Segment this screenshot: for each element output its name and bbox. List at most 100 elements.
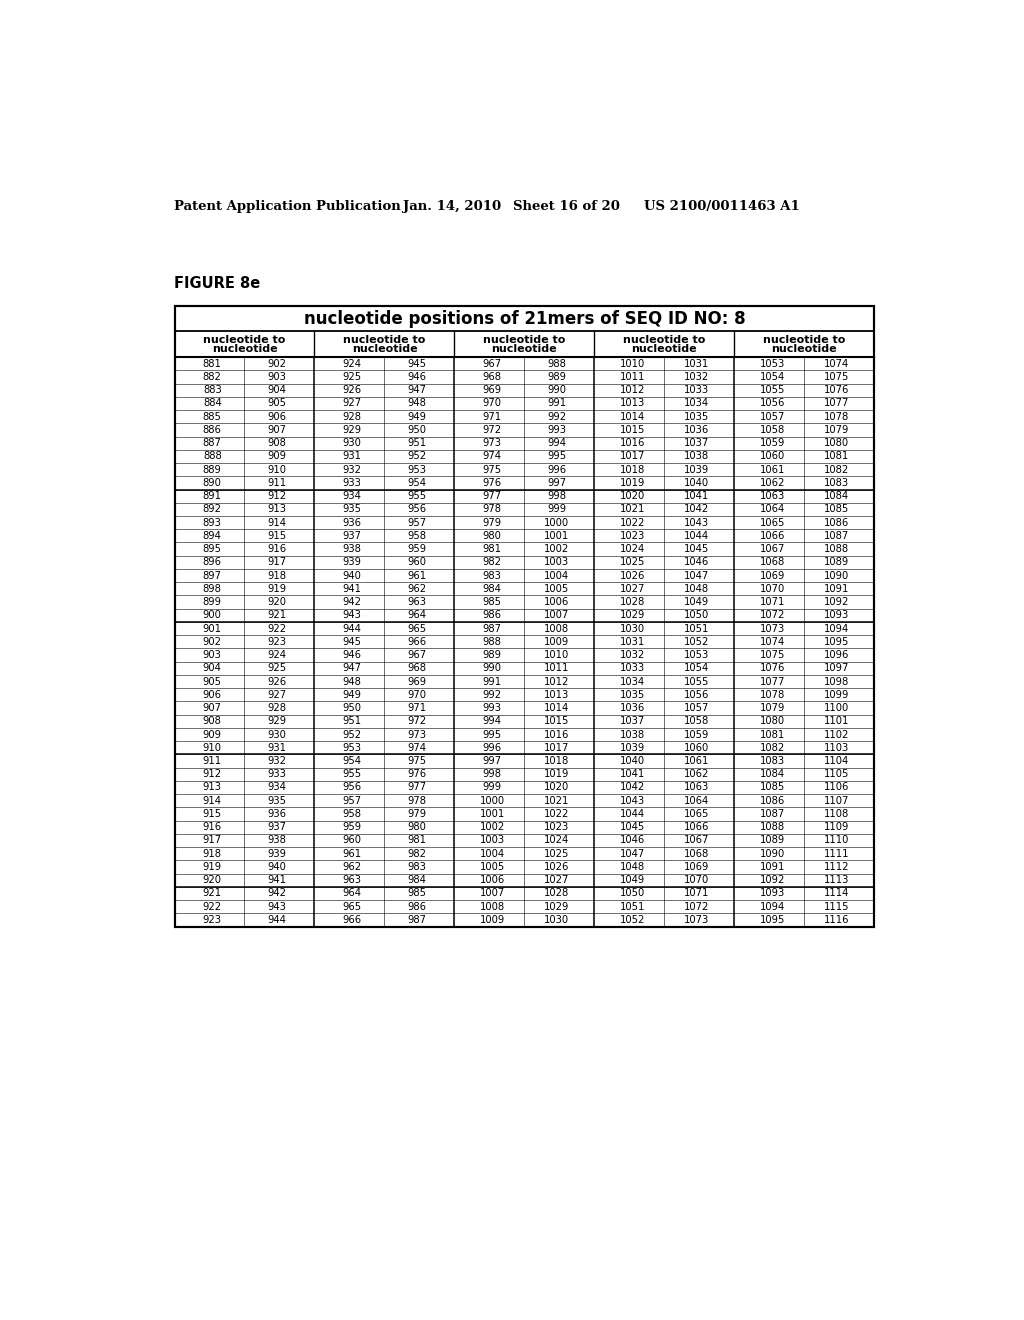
Text: 888: 888 — [203, 451, 221, 462]
Text: 1107: 1107 — [824, 796, 849, 805]
Text: 996: 996 — [547, 465, 566, 475]
Text: 1030: 1030 — [620, 623, 645, 634]
Text: 1072: 1072 — [684, 902, 710, 912]
Text: 1078: 1078 — [760, 690, 784, 700]
Text: 1072: 1072 — [760, 610, 784, 620]
Text: 1005: 1005 — [479, 862, 505, 873]
Text: 1016: 1016 — [544, 730, 569, 739]
Text: 931: 931 — [343, 451, 361, 462]
Text: 939: 939 — [343, 557, 361, 568]
Text: 883: 883 — [203, 385, 221, 395]
Text: 1023: 1023 — [544, 822, 569, 832]
Text: 937: 937 — [343, 531, 361, 541]
Text: 1016: 1016 — [620, 438, 645, 449]
Text: nucleotide positions of 21mers of SEQ ID NO: 8: nucleotide positions of 21mers of SEQ ID… — [303, 310, 745, 327]
Text: 1095: 1095 — [760, 915, 784, 925]
Text: 980: 980 — [482, 531, 502, 541]
Text: 938: 938 — [267, 836, 286, 846]
Text: 948: 948 — [343, 677, 361, 686]
Text: 1096: 1096 — [824, 649, 849, 660]
Text: 993: 993 — [482, 704, 502, 713]
Text: 915: 915 — [267, 531, 287, 541]
Text: 1044: 1044 — [684, 531, 710, 541]
Text: 1009: 1009 — [479, 915, 505, 925]
Text: 972: 972 — [482, 425, 502, 434]
Text: 1035: 1035 — [684, 412, 710, 421]
Text: 885: 885 — [203, 412, 222, 421]
Text: 1086: 1086 — [824, 517, 849, 528]
Text: nucleotide: nucleotide — [771, 345, 838, 354]
Text: 1060: 1060 — [684, 743, 710, 752]
Text: 1010: 1010 — [620, 359, 645, 368]
Text: 1066: 1066 — [760, 531, 784, 541]
Text: 998: 998 — [547, 491, 566, 502]
Text: 1059: 1059 — [760, 438, 784, 449]
Text: 1008: 1008 — [544, 623, 569, 634]
Text: 947: 947 — [343, 663, 361, 673]
Text: 1039: 1039 — [620, 743, 645, 752]
Text: 959: 959 — [343, 822, 361, 832]
Text: 1054: 1054 — [684, 663, 710, 673]
Text: 1050: 1050 — [684, 610, 710, 620]
Bar — [174, 306, 874, 927]
Text: 1091: 1091 — [824, 583, 849, 594]
Text: 896: 896 — [203, 557, 222, 568]
Text: 1103: 1103 — [824, 743, 849, 752]
Text: 922: 922 — [267, 623, 287, 634]
Text: 897: 897 — [203, 570, 222, 581]
Text: 1031: 1031 — [620, 636, 645, 647]
Text: 927: 927 — [267, 690, 287, 700]
Text: 916: 916 — [203, 822, 222, 832]
Text: 920: 920 — [203, 875, 222, 886]
Text: 1033: 1033 — [620, 663, 645, 673]
Text: 904: 904 — [203, 663, 222, 673]
Text: 1019: 1019 — [544, 770, 569, 779]
Text: 982: 982 — [408, 849, 426, 859]
Text: 1055: 1055 — [684, 677, 710, 686]
Text: 893: 893 — [203, 517, 222, 528]
Text: 921: 921 — [267, 610, 287, 620]
Text: 926: 926 — [267, 677, 287, 686]
Text: 926: 926 — [343, 385, 361, 395]
Text: 904: 904 — [267, 385, 286, 395]
Text: 1101: 1101 — [824, 717, 849, 726]
Text: 987: 987 — [408, 915, 426, 925]
Text: 964: 964 — [408, 610, 426, 620]
Text: 1095: 1095 — [824, 636, 849, 647]
Text: 933: 933 — [267, 770, 286, 779]
Text: 918: 918 — [203, 849, 222, 859]
Text: 920: 920 — [267, 597, 286, 607]
Text: 1029: 1029 — [544, 902, 569, 912]
Text: 917: 917 — [267, 557, 287, 568]
Text: 1042: 1042 — [620, 783, 645, 792]
Text: 1052: 1052 — [684, 636, 710, 647]
Text: 1097: 1097 — [824, 663, 849, 673]
Text: 1011: 1011 — [620, 372, 645, 381]
Text: 946: 946 — [343, 649, 361, 660]
Text: 1071: 1071 — [684, 888, 710, 899]
Text: 1013: 1013 — [620, 399, 645, 408]
Text: 1084: 1084 — [824, 491, 849, 502]
Text: 1003: 1003 — [544, 557, 569, 568]
Text: 1102: 1102 — [824, 730, 849, 739]
Text: 1046: 1046 — [684, 557, 710, 568]
Text: 1061: 1061 — [684, 756, 710, 766]
Text: 902: 902 — [267, 359, 286, 368]
Text: 953: 953 — [343, 743, 361, 752]
Text: 941: 941 — [343, 583, 361, 594]
Text: 917: 917 — [203, 836, 222, 846]
Text: 1041: 1041 — [620, 770, 645, 779]
Text: 930: 930 — [343, 438, 361, 449]
Text: 1037: 1037 — [684, 438, 710, 449]
Text: 1003: 1003 — [479, 836, 505, 846]
Text: 1113: 1113 — [824, 875, 849, 886]
Text: 964: 964 — [343, 888, 361, 899]
Text: 990: 990 — [547, 385, 566, 395]
Text: 986: 986 — [482, 610, 502, 620]
Text: 1108: 1108 — [824, 809, 849, 818]
Text: 935: 935 — [267, 796, 286, 805]
Text: 967: 967 — [482, 359, 502, 368]
Text: 1039: 1039 — [684, 465, 710, 475]
Text: 1063: 1063 — [760, 491, 784, 502]
Text: 901: 901 — [203, 623, 222, 634]
